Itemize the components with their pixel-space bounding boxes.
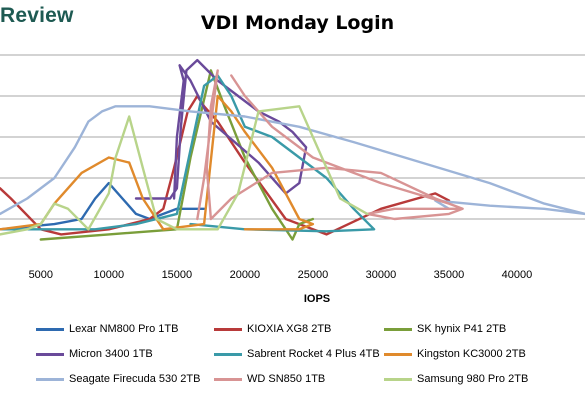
legend-label: Sabrent Rocket 4 Plus 4TB [247, 348, 380, 360]
x-tick-label: 25000 [298, 269, 329, 281]
legend-item: KIOXIA XG8 2TB [214, 320, 331, 338]
legend-item: WD SN850 1TB [214, 370, 325, 388]
legend-label: Seagate Firecuda 530 2TB [69, 373, 201, 385]
series-line-0 [0, 181, 206, 231]
plot-area [0, 58, 585, 241]
legend-swatch [36, 327, 64, 331]
legend-label: Micron 3400 1TB [69, 348, 153, 360]
x-axis-label: IOPS [304, 293, 330, 305]
x-tick-label: 40000 [502, 269, 533, 281]
legend-label: SK hynix P41 2TB [417, 323, 507, 335]
series-line-1 [0, 94, 451, 236]
legend-label: Kingston KC3000 2TB [417, 348, 526, 360]
legend-swatch [384, 327, 412, 331]
legend-swatch [384, 352, 412, 356]
legend-label: Samsung 980 Pro 2TB [417, 373, 529, 385]
legend-item: Seagate Firecuda 530 2TB [36, 370, 200, 388]
series-line-5 [0, 94, 315, 231]
legend-label: Lexar NM800 Pro 1TB [69, 323, 179, 335]
series-line-7 [196, 69, 464, 221]
series-line-6 [0, 105, 585, 216]
legend-swatch [214, 352, 242, 356]
legend-item: Sabrent Rocket 4 Plus 4TB [214, 345, 380, 363]
gridlines [0, 54, 585, 220]
series-line-8 [0, 105, 369, 236]
x-tick-label: 5000 [29, 269, 53, 281]
legend-swatch [214, 327, 242, 331]
chart-title: VDI Monday Login [200, 12, 395, 34]
x-tick-label: 35000 [434, 269, 465, 281]
legend-label: WD SN850 1TB [247, 373, 326, 385]
series-line-3 [134, 58, 308, 200]
x-tick-label: 10000 [94, 269, 125, 281]
legend-label: KIOXIA XG8 2TB [247, 323, 332, 335]
x-tick-label: 30000 [366, 269, 397, 281]
legend-swatch [384, 377, 412, 381]
legend-item: Kingston KC3000 2TB [384, 345, 526, 363]
legend-item: Lexar NM800 Pro 1TB [36, 320, 178, 338]
x-axis-ticks: 5000 10000 15000 20000 25000 30000 35000 40000 [29, 269, 533, 281]
x-tick-label: 20000 [230, 269, 261, 281]
legend-item: Micron 3400 1TB [36, 345, 153, 363]
legend-item: SK hynix P41 2TB [384, 320, 506, 338]
legend-swatch [36, 352, 64, 356]
series-line-2 [39, 69, 315, 241]
legend-swatch [36, 377, 64, 381]
legend-item: Samsung 980 Pro 2TB [384, 370, 528, 388]
legend-swatch [214, 377, 242, 381]
brand-logo: Review [0, 4, 74, 27]
x-tick-label: 15000 [162, 269, 193, 281]
